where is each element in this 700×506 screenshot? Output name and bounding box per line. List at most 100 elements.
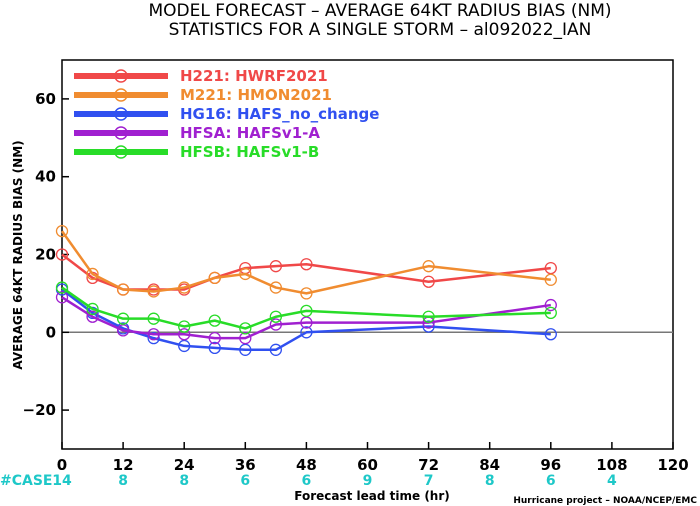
data-point [269, 260, 283, 273]
x-tick-label: 120 [657, 456, 688, 474]
data-point [544, 306, 557, 320]
data-point [544, 261, 557, 275]
y-tick-label: 0 [46, 323, 56, 341]
data-point [147, 285, 160, 298]
series-layer [55, 225, 557, 356]
data-point [178, 328, 191, 341]
legend-item-m221-hmon2021: M221: HMON2021 [74, 86, 332, 104]
legend-label: HG16: HAFS_no_change [180, 105, 379, 123]
x-tick-label: 48 [296, 456, 317, 474]
case-label: #CASE [0, 473, 53, 489]
chart-title-line2: STATISTICS FOR A SINGLE STORM – al092022… [169, 20, 592, 40]
y-axis-label: AVERAGE 64KT RADIUS BIAS (NM) [11, 140, 25, 369]
data-point [239, 267, 252, 281]
data-point [55, 291, 69, 304]
legend-item-h221-hwrf2021: H221: HWRF2021 [74, 67, 328, 85]
footer-credit: Hurricane project – NOAA/NCEP/EMC [513, 496, 697, 506]
legend-marker [114, 145, 128, 159]
y-tick-label: 40 [35, 168, 56, 186]
data-point [544, 328, 557, 341]
legend-item-hg16-hafs-no-change: HG16: HAFS_no_change [74, 105, 379, 123]
case-count: 6 [546, 473, 556, 489]
legend-label: M221: HMON2021 [180, 86, 332, 104]
data-point [300, 287, 313, 300]
legend-label: H221: HWRF2021 [180, 67, 328, 85]
x-tick-label: 108 [596, 456, 627, 474]
data-point [239, 331, 252, 345]
x-tick-label: 12 [113, 456, 134, 474]
x-tick-label: 60 [357, 456, 378, 474]
legend-item-hfsa-hafsv1-a: HFSA: HAFSv1-A [74, 124, 320, 142]
case-count: 4 [607, 473, 617, 489]
series-line [61, 296, 551, 340]
chart-title-line1: MODEL FORECAST – AVERAGE 64KT RADIUS BIA… [148, 1, 611, 21]
case-counts: 14 8 8 6 6 9 7 8 6 4 [52, 473, 617, 489]
case-count: 6 [240, 473, 250, 489]
y-tick-label: 20 [35, 246, 56, 264]
legend-label: HFSB: HAFSv1-B [180, 143, 319, 161]
data-point [55, 225, 69, 238]
data-point [544, 273, 557, 286]
data-point [422, 275, 435, 288]
x-tick-label: 84 [479, 456, 500, 474]
x-axis-label: Forecast lead time (hr) [294, 489, 450, 503]
data-point [300, 258, 313, 271]
data-point [116, 312, 130, 325]
legend-marker [114, 88, 128, 102]
x-tick-label: 36 [235, 456, 256, 474]
case-count: 9 [363, 473, 373, 489]
data-point [55, 281, 69, 294]
data-point [178, 281, 191, 294]
case-count: 7 [424, 473, 434, 489]
data-point [86, 302, 99, 316]
data-point [422, 310, 435, 323]
data-point [208, 341, 221, 355]
x-tick-label: 96 [540, 456, 561, 474]
y-tick-label: −20 [23, 401, 56, 419]
data-point [178, 339, 191, 353]
data-point [147, 328, 160, 341]
legend-label: HFSA: HAFSv1-A [180, 124, 320, 142]
data-point [208, 314, 221, 327]
series-hfsa-hafsv1-a [55, 291, 557, 345]
series-line [60, 230, 551, 295]
data-point [208, 331, 221, 345]
case-count: 8 [485, 473, 495, 489]
data-point [300, 316, 313, 329]
data-point [269, 343, 283, 356]
data-point [208, 271, 221, 284]
series-hfsb-hafsv1-b [55, 281, 557, 335]
legend-marker [114, 126, 128, 140]
x-tick-label: 24 [174, 456, 195, 474]
data-point [147, 312, 160, 325]
data-point [239, 343, 252, 356]
series-m221-hmon2021 [55, 225, 557, 300]
x-tick-label: 0 [57, 456, 67, 474]
data-point [544, 298, 557, 312]
data-point [269, 281, 283, 294]
data-point [239, 322, 252, 335]
case-count: 8 [118, 473, 128, 489]
legend-item-hfsb-hafsv1-b: HFSB: HAFSv1-B [74, 143, 319, 161]
data-point [55, 248, 69, 261]
y-axis-ticks: −20 0 20 40 60 [23, 90, 69, 419]
data-point [422, 260, 435, 273]
case-count: 8 [179, 473, 189, 489]
data-point [300, 304, 313, 318]
x-axis-ticks: 0 12 24 36 48 60 72 84 96 108 120 [57, 442, 689, 474]
legend-marker [114, 69, 128, 83]
case-count: 6 [302, 473, 312, 489]
data-point [269, 310, 283, 323]
data-point [269, 318, 283, 331]
case-count: 14 [52, 473, 72, 489]
x-tick-label: 72 [418, 456, 439, 474]
data-point [86, 267, 99, 281]
data-point [422, 320, 435, 333]
series-hg16-hafs-no-change [55, 283, 557, 356]
legend-marker [114, 107, 128, 121]
series-line [61, 286, 551, 330]
y-tick-label: 60 [35, 90, 56, 108]
data-point [300, 326, 313, 339]
